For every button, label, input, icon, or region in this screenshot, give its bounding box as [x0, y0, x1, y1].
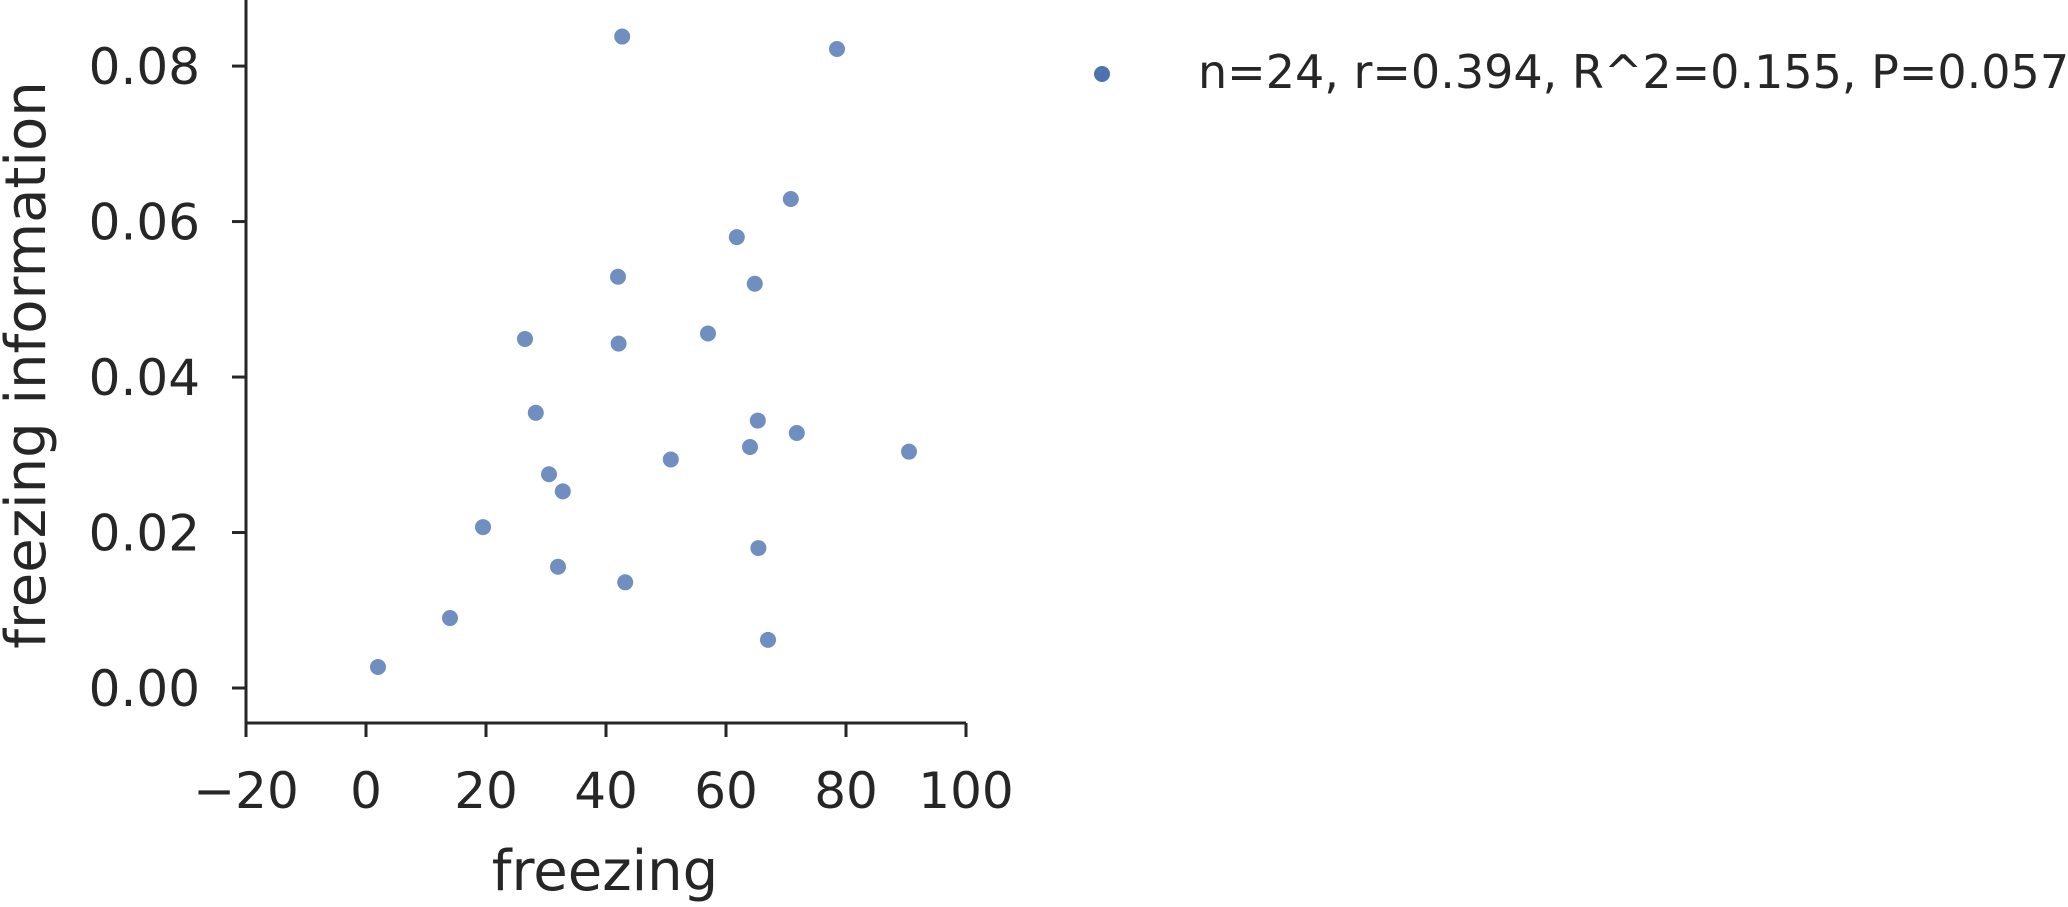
y-tick-label: 0.02 — [89, 505, 200, 563]
y-tick-label: 0.04 — [89, 349, 200, 407]
y-ticks: 0.00 0.02 0.04 0.06 0.08 — [89, 38, 246, 718]
y-axis-title: freezing information — [0, 81, 59, 648]
x-tick-label: 20 — [454, 762, 518, 820]
data-point — [750, 540, 767, 557]
data-point — [901, 443, 917, 460]
x-tick-label: −20 — [193, 762, 299, 820]
x-ticks: −20 0 20 40 60 80 100 — [193, 723, 1014, 820]
data-point — [610, 335, 627, 352]
data-point — [617, 574, 634, 591]
data-point — [760, 631, 776, 648]
data-point — [517, 330, 533, 347]
data-point — [554, 483, 571, 500]
data-point — [550, 558, 566, 575]
legend-marker — [1094, 66, 1110, 82]
data-point — [370, 659, 386, 676]
data-point — [442, 610, 458, 627]
x-tick-label: 60 — [694, 762, 758, 820]
data-point — [662, 451, 679, 468]
y-tick-label: 0.06 — [89, 194, 200, 252]
data-point — [788, 425, 805, 442]
x-tick-label: 40 — [574, 762, 638, 820]
data-point — [527, 404, 544, 421]
axes — [244, 0, 966, 725]
data-point — [700, 325, 716, 342]
y-tick-label: 0.08 — [89, 38, 200, 96]
data-point — [749, 412, 766, 429]
data-point — [475, 519, 491, 536]
data-point — [742, 439, 758, 456]
x-axis-title: freezing — [492, 839, 718, 904]
data-points — [370, 28, 917, 676]
data-point — [541, 466, 557, 483]
data-point — [829, 40, 845, 57]
legend-label: n=24, r=0.394, R^2=0.155, P=0.0571 — [1198, 45, 2068, 99]
x-tick-label: 0 — [350, 762, 382, 820]
data-point — [614, 28, 631, 45]
data-point — [782, 191, 799, 208]
data-point — [728, 229, 745, 246]
legend: n=24, r=0.394, R^2=0.155, P=0.0571 — [1094, 45, 2068, 99]
x-tick-label: 80 — [814, 762, 878, 820]
y-tick-label: 0.00 — [89, 660, 200, 718]
data-point — [610, 268, 626, 285]
x-tick-label: 100 — [918, 762, 1013, 820]
data-point — [746, 275, 763, 292]
